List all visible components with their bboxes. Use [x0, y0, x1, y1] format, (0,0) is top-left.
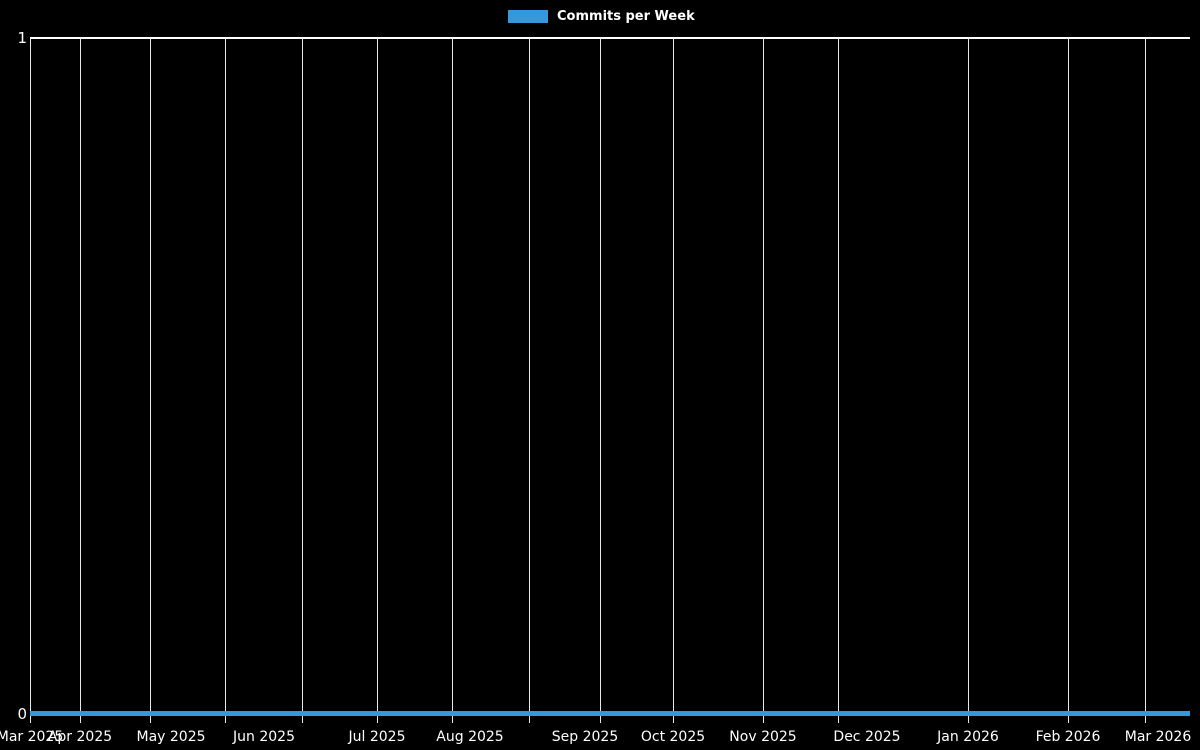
gridline-vertical [150, 38, 151, 723]
x-axis-tick-label: Nov 2025 [729, 729, 797, 745]
y-axis-tick-label: 1 [17, 29, 27, 47]
top-axis-line [30, 37, 1190, 39]
x-axis-tick-label: Jul 2025 [348, 729, 406, 745]
x-axis-tick-label: Apr 2025 [47, 729, 113, 745]
chart-legend: Commits per Week [508, 6, 695, 26]
x-axis-tick-label: Mar 2026 [1124, 729, 1192, 745]
gridline-vertical [600, 38, 601, 723]
gridline-vertical [673, 38, 674, 723]
x-axis-tick-label: Oct 2025 [640, 729, 706, 745]
y-axis-tick-label: 0 [17, 705, 27, 723]
gridline-vertical [763, 38, 764, 723]
x-axis-tick-label: Mar 2025 [0, 729, 64, 745]
legend-label-commits-per-week: Commits per Week [557, 8, 695, 24]
gridline-vertical [1145, 38, 1146, 723]
x-axis-tick-label: Feb 2026 [1035, 729, 1101, 745]
gridline-vertical [529, 38, 530, 723]
x-axis-tick-label: Dec 2025 [833, 729, 901, 745]
gridline-vertical [30, 38, 31, 723]
x-axis-tick-label: Jan 2026 [937, 729, 999, 745]
gridline-vertical [1068, 38, 1069, 723]
gridline-vertical [302, 38, 303, 723]
x-axis-tick-label: Aug 2025 [436, 729, 504, 745]
series-line-commits-per-week [30, 711, 1190, 716]
gridline-vertical [452, 38, 453, 723]
x-axis-tick-label: May 2025 [136, 729, 206, 745]
gridline-vertical [80, 38, 81, 723]
gridline-vertical [377, 38, 378, 723]
gridline-vertical [225, 38, 226, 723]
legend-swatch-commits-per-week[interactable] [508, 9, 548, 23]
gridline-vertical [838, 38, 839, 723]
x-axis-tick-label: Sep 2025 [551, 729, 619, 745]
x-axis-tick-label: Jun 2025 [233, 729, 295, 745]
gridline-vertical [968, 38, 969, 723]
